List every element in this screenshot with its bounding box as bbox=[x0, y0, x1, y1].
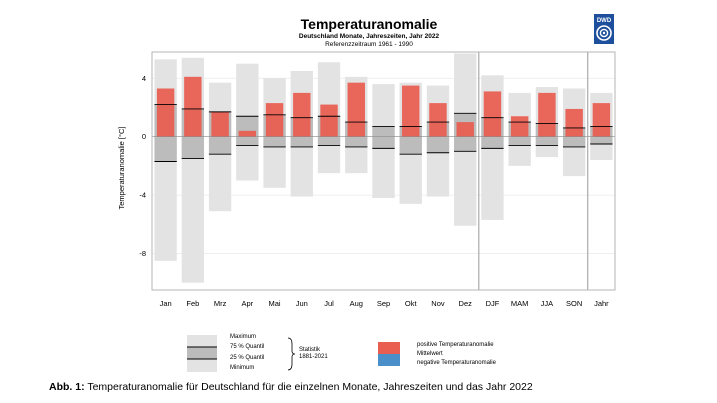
legend-brace bbox=[287, 337, 296, 371]
legend-q75-label: 75 % Quantil bbox=[230, 344, 265, 350]
chart-title: Temperaturanomalie bbox=[301, 16, 438, 32]
dwd-logo-text: DWD bbox=[597, 18, 612, 24]
x-tick-label: Jul bbox=[324, 299, 334, 308]
anomaly-chart: Temperaturanomalie Deutschland Monate, J… bbox=[117, 16, 616, 308]
legend-stat-period: 1881-2021 bbox=[299, 354, 328, 360]
legend-positive-swatch bbox=[378, 342, 400, 354]
x-tick-label: Mai bbox=[269, 299, 281, 308]
chart-subtitle-reference: Referenzzeitraum 1961 - 1990 bbox=[325, 41, 413, 48]
x-tick-label: Aug bbox=[350, 299, 363, 308]
x-tick-label: DJF bbox=[486, 299, 500, 308]
x-tick-label: Jan bbox=[160, 299, 172, 308]
anomaly-bar bbox=[265, 103, 284, 137]
y-tick-label: 0 bbox=[142, 132, 146, 141]
anomaly-bar bbox=[238, 130, 257, 137]
y-tick-label: -8 bbox=[139, 249, 146, 258]
chart-subtitle: Deutschland Monate, Jahreszeiten, Jahr 2… bbox=[299, 33, 440, 40]
anomaly-bar bbox=[320, 104, 338, 137]
dwd-logo: DWD bbox=[594, 14, 614, 44]
anomaly-bar bbox=[184, 76, 202, 137]
y-tick-label: 4 bbox=[142, 74, 146, 83]
x-tick-label: Apr bbox=[241, 299, 253, 308]
x-tick-label: MAM bbox=[511, 299, 529, 308]
anomaly-bar bbox=[592, 103, 611, 137]
figure-caption: Abb. 1: Temperaturanomalie für Deutschla… bbox=[49, 381, 533, 393]
legend: Maximum 75 % Quantil 25 % Quantil Minimu… bbox=[180, 330, 560, 380]
y-axis-label: Temperaturanomalie [°C] bbox=[117, 126, 126, 209]
anomaly-bar bbox=[293, 92, 311, 137]
legend-q25-label: 25 % Quantil bbox=[230, 355, 265, 361]
anomaly-bar bbox=[456, 122, 474, 137]
legend-positive-label: positive Temperaturanomalie bbox=[417, 342, 494, 348]
plot-frame bbox=[151, 51, 616, 291]
anomaly-bar bbox=[156, 88, 175, 137]
anomaly-bar bbox=[538, 92, 556, 137]
anomaly-bar bbox=[429, 103, 447, 137]
legend-negative-swatch bbox=[378, 354, 400, 366]
x-tick-label: Jahr bbox=[594, 299, 609, 308]
y-tick-label: -4 bbox=[139, 191, 146, 200]
legend-stat-label: Statistik bbox=[299, 347, 321, 353]
x-tick-label: Mrz bbox=[214, 299, 227, 308]
x-tick-label: SON bbox=[566, 299, 582, 308]
x-tick-label: Nov bbox=[431, 299, 445, 308]
x-tick-label: Dez bbox=[459, 299, 473, 308]
anomaly-bar bbox=[510, 116, 529, 137]
anomaly-bar bbox=[211, 111, 229, 137]
legend-max-label: Maximum bbox=[230, 334, 257, 340]
caption-text: Temperaturanomalie für Deutschland für d… bbox=[87, 381, 533, 393]
legend-min-label: Minimum bbox=[230, 365, 255, 371]
legend-symbols bbox=[187, 335, 400, 372]
x-tick-label: Sep bbox=[377, 299, 390, 308]
legend-iqr-swatch bbox=[187, 347, 217, 359]
legend-negative-label: negative Temperaturanomalie bbox=[417, 360, 496, 366]
anomaly-bar bbox=[483, 91, 502, 137]
x-tick-label: JJA bbox=[541, 299, 554, 308]
anomaly-bar bbox=[347, 82, 365, 137]
iqr-box bbox=[372, 126, 395, 149]
anomaly-bar bbox=[565, 108, 583, 137]
x-tick-label: Feb bbox=[186, 299, 199, 308]
x-tick-label: Okt bbox=[405, 299, 418, 308]
caption-prefix: Abb. 1: bbox=[49, 381, 85, 393]
x-tick-label: Jun bbox=[296, 299, 308, 308]
anomaly-bar bbox=[402, 85, 420, 137]
legend-mean-label: Mittelwert bbox=[417, 351, 443, 357]
